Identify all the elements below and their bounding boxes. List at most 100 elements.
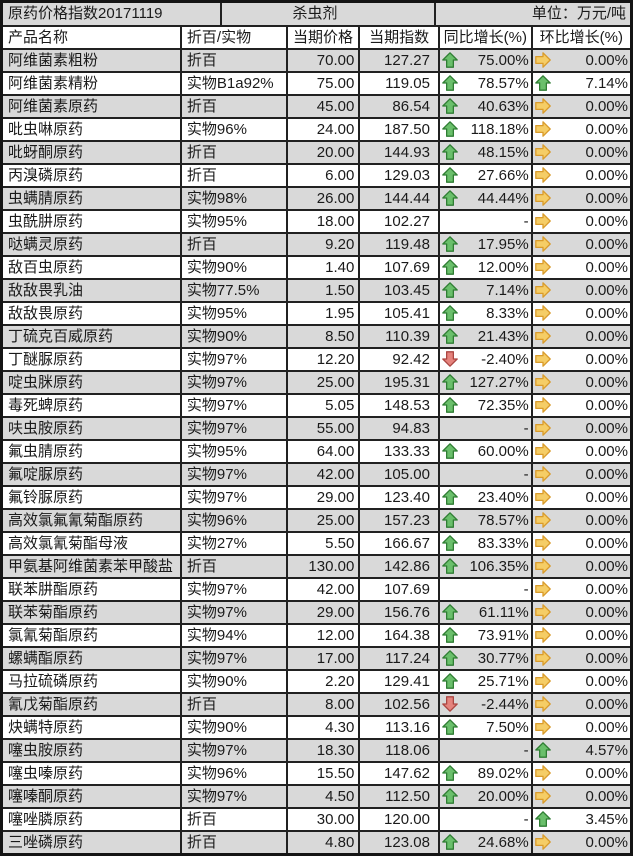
yoy-growth-cell: 118.18% — [437, 116, 533, 142]
current-index-cell: 147.62 — [358, 760, 440, 786]
current-index-cell: 110.39 — [358, 323, 440, 349]
mom-trend-arrow — [534, 351, 552, 368]
right-arrow-icon — [534, 213, 551, 229]
mom-trend-arrow — [534, 213, 552, 230]
table-row: 毒死蜱原药 实物97% 5.05 148.53 72.35% 0.00% — [0, 392, 633, 418]
product-name-cell: 高效氯氟氰菊酯原药 — [0, 507, 182, 533]
mom-growth-cell: 0.00% — [530, 162, 633, 188]
mom-trend-arrow — [534, 581, 552, 598]
title-divider — [220, 3, 222, 25]
up-arrow-icon — [442, 305, 458, 321]
current-price-cell: 9.20 — [285, 231, 361, 257]
mom-trend-arrow — [534, 282, 552, 299]
current-index-cell: 119.48 — [358, 231, 440, 257]
mom-value: 0.00% — [585, 442, 628, 460]
table-row: 炔螨特原药 实物90% 4.30 113.16 7.50% 0.00% — [0, 714, 633, 740]
current-price-cell: 26.00 — [285, 185, 361, 211]
table-row: 虫酰肼原药 实物95% 18.00 102.27 - 0.00% — [0, 208, 633, 234]
yoy-trend-arrow — [441, 489, 459, 506]
current-index-cell: 123.40 — [358, 484, 440, 510]
yoy-trend-arrow — [441, 811, 459, 828]
spec-cell: 实物90% — [179, 668, 288, 694]
product-name-cell: 虫酰肼原药 — [0, 208, 182, 234]
yoy-value: 17.95% — [477, 235, 529, 253]
mom-value: 0.00% — [585, 787, 628, 805]
yoy-trend-arrow — [441, 604, 459, 621]
current-index-cell: 133.33 — [358, 438, 440, 464]
yoy-growth-cell: 83.33% — [437, 530, 533, 556]
spec-cell: 折百 — [179, 806, 288, 832]
current-price-cell: 29.00 — [285, 484, 361, 510]
up-arrow-icon — [442, 558, 458, 574]
table-row: 噻虫嗪原药 实物96% 15.50 147.62 89.02% 0.00% — [0, 760, 633, 786]
spec-cell: 实物90% — [179, 323, 288, 349]
current-price-cell: 12.20 — [285, 346, 361, 372]
right-arrow-icon — [534, 144, 551, 160]
product-name-cell: 阿维菌素粗粉 — [0, 47, 182, 73]
yoy-growth-cell: 12.00% — [437, 254, 533, 280]
mom-value: 0.00% — [585, 373, 628, 391]
right-arrow-icon — [534, 52, 551, 68]
right-arrow-icon — [534, 328, 551, 344]
up-arrow-icon — [442, 397, 458, 413]
product-name-cell: 氟虫腈原药 — [0, 438, 182, 464]
table-row: 联苯菊酯原药 实物97% 29.00 156.76 61.11% 0.00% — [0, 599, 633, 625]
mom-growth-cell: 0.00% — [530, 829, 633, 855]
yoy-trend-arrow — [441, 397, 459, 414]
yoy-trend-arrow — [441, 719, 459, 736]
yoy-value: 23.40% — [477, 488, 529, 506]
yoy-trend-arrow — [441, 466, 459, 483]
table-row: 啶虫脒原药 实物97% 25.00 195.31 127.27% 0.00% — [0, 369, 633, 395]
mom-value: 0.00% — [585, 327, 628, 345]
right-arrow-icon — [534, 696, 551, 712]
yoy-value: 89.02% — [477, 764, 529, 782]
yoy-growth-cell: 127.27% — [437, 369, 533, 395]
yoy-value: 7.50% — [486, 718, 529, 736]
spec-cell: 实物96% — [179, 116, 288, 142]
header-mom-growth: 环比增长(%) — [530, 24, 633, 50]
right-arrow-icon — [534, 788, 551, 804]
mom-trend-arrow — [534, 190, 552, 207]
yoy-growth-cell: 7.50% — [437, 714, 533, 740]
yoy-growth-cell: 72.35% — [437, 392, 533, 418]
yoy-value: 78.57% — [477, 74, 529, 92]
current-price-cell: 18.00 — [285, 208, 361, 234]
current-price-cell: 4.50 — [285, 783, 361, 809]
current-index-cell: 157.23 — [358, 507, 440, 533]
product-name-cell: 联苯菊酯原药 — [0, 599, 182, 625]
mom-growth-cell: 0.00% — [530, 438, 633, 464]
current-index-cell: 187.50 — [358, 116, 440, 142]
spec-cell: 实物97% — [179, 369, 288, 395]
mom-growth-cell: 0.00% — [530, 645, 633, 671]
mom-value: 0.00% — [585, 764, 628, 782]
yoy-trend-arrow — [441, 328, 459, 345]
yoy-value: 73.91% — [477, 626, 529, 644]
mom-trend-arrow — [534, 420, 552, 437]
up-arrow-icon — [442, 328, 458, 344]
mom-value: 0.00% — [585, 304, 628, 322]
mom-growth-cell: 0.00% — [530, 783, 633, 809]
yoy-trend-arrow — [441, 144, 459, 161]
current-price-cell: 4.30 — [285, 714, 361, 740]
yoy-trend-arrow — [441, 742, 459, 759]
current-index-cell: 144.44 — [358, 185, 440, 211]
mom-trend-arrow — [534, 719, 552, 736]
yoy-growth-cell: -2.40% — [437, 346, 533, 372]
current-price-cell: 24.00 — [285, 116, 361, 142]
spec-cell: 实物27% — [179, 530, 288, 556]
up-arrow-icon — [442, 834, 458, 850]
yoy-growth-cell: - — [437, 461, 533, 487]
yoy-trend-arrow — [441, 788, 459, 805]
table-row: 联苯肼酯原药 实物97% 42.00 107.69 - 0.00% — [0, 576, 633, 602]
current-index-cell: 142.86 — [358, 553, 440, 579]
product-name-cell: 敌百虫原药 — [0, 254, 182, 280]
mom-growth-cell: 0.00% — [530, 231, 633, 257]
right-arrow-icon — [534, 581, 551, 597]
current-index-cell: 164.38 — [358, 622, 440, 648]
table-row: 敌敌畏乳油 实物77.5% 1.50 103.45 7.14% 0.00% — [0, 277, 633, 303]
product-name-cell: 虫螨腈原药 — [0, 185, 182, 211]
yoy-value: 75.00% — [477, 51, 529, 69]
product-name-cell: 氟铃脲原药 — [0, 484, 182, 510]
table-row: 噻嗪酮原药 实物97% 4.50 112.50 20.00% 0.00% — [0, 783, 633, 809]
mom-trend-arrow — [534, 98, 552, 115]
